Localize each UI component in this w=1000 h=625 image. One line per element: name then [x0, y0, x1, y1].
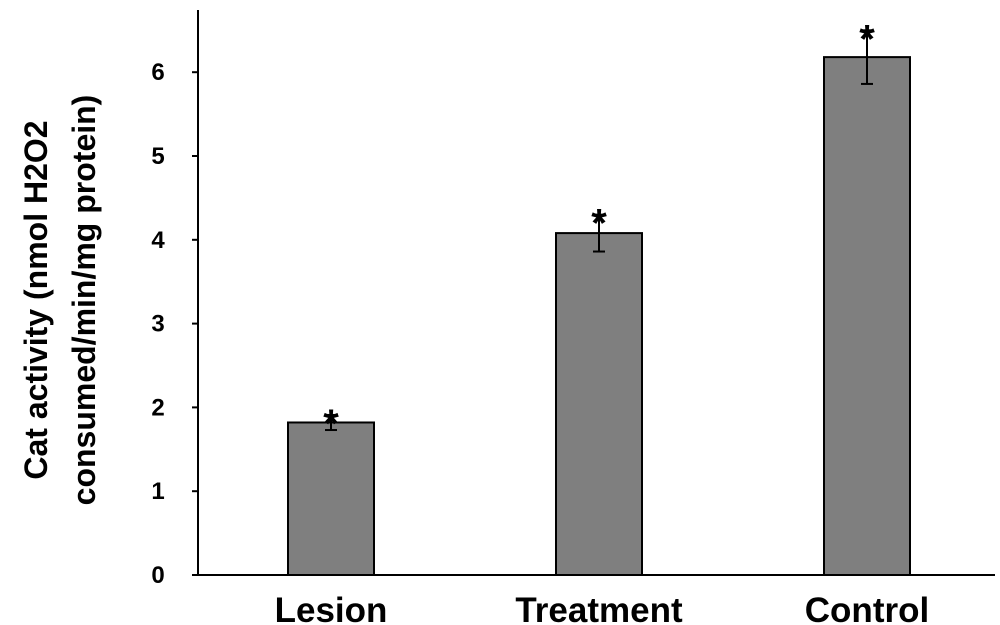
x-category-label: Control — [805, 591, 929, 625]
y-tick-label: 1 — [151, 478, 164, 505]
y-tick-label: 2 — [151, 394, 164, 421]
x-category-label: Lesion — [275, 591, 388, 625]
y-tick-label: 6 — [151, 59, 164, 86]
x-category-label: Treatment — [515, 591, 683, 625]
bar — [555, 232, 643, 576]
y-tick-label: 5 — [151, 143, 164, 170]
plot-area: 0 1 2 3 4 5 6 * Lesion * Treatment * Control — [151, 10, 995, 625]
bar — [823, 56, 911, 576]
significance-marker: * — [591, 202, 607, 246]
y-tick-label: 0 — [151, 562, 164, 589]
y-tick-label: 3 — [151, 311, 164, 338]
y-axis-title-line-1: Cat activity (nmol H2O2 — [18, 120, 54, 479]
significance-marker: * — [859, 17, 875, 61]
bar — [287, 421, 375, 577]
y-axis-title-line-2: consumed/min/mg protein) — [66, 95, 102, 506]
y-tick-label: 4 — [151, 227, 165, 254]
significance-marker: * — [323, 402, 339, 446]
y-axis-title: Cat activity (nmol H2O2 consumed/min/mg … — [18, 95, 102, 506]
